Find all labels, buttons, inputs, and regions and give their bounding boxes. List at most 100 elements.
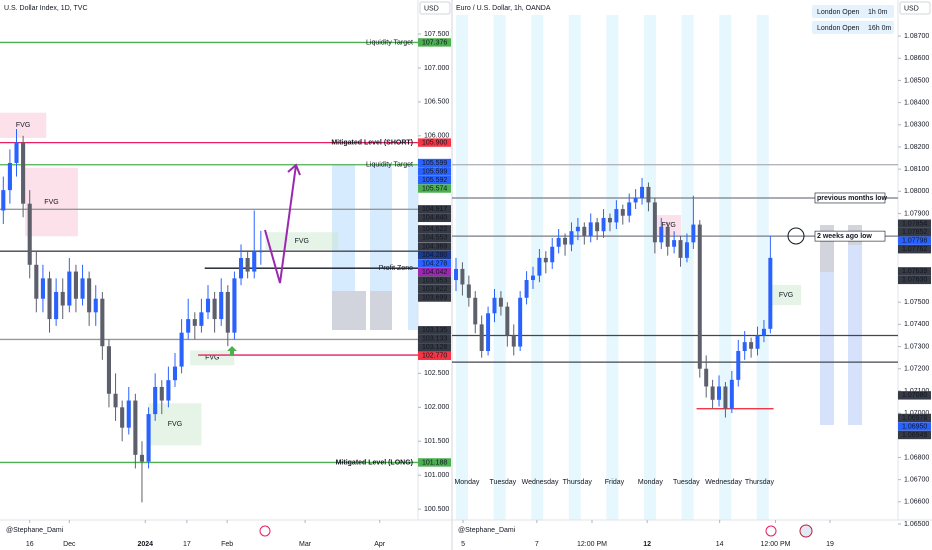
candle-body (755, 335, 760, 349)
candle-body (492, 297, 497, 314)
price-label: 103.135 (422, 327, 447, 334)
price-label: 104.622 (422, 226, 447, 233)
candle-body (454, 268, 458, 281)
candle-body (106, 346, 112, 394)
price-label-box (898, 227, 931, 237)
price-label: 103.953 (422, 277, 447, 284)
y-tick-label: 1.07500 (904, 299, 929, 306)
session-band (681, 15, 694, 520)
candle-body (27, 203, 32, 265)
candle-body (146, 414, 151, 462)
level-text: Liquidity Target (366, 162, 413, 169)
price-label: 105.599 (422, 160, 447, 167)
candle-body (543, 257, 548, 263)
up-arrow (227, 346, 237, 356)
y-tick-label: 1.06800 (904, 454, 929, 461)
session-band (606, 15, 619, 520)
y-tick-label: 106.000 (424, 133, 449, 140)
level-text: 2 weeks ago low (817, 233, 872, 240)
session-band (531, 15, 544, 520)
x-tick-label: Mar (299, 541, 312, 548)
y-tick-label: 1.07400 (904, 321, 929, 328)
y-tick-label: 102.500 (424, 370, 449, 377)
price-label: 105.592 (422, 177, 447, 184)
price-label: 104.278 (422, 260, 447, 267)
fvg-label: FVG (661, 222, 675, 229)
session-band (493, 15, 506, 520)
projection-box (848, 225, 862, 425)
price-label-box (418, 205, 451, 214)
candle-body (179, 332, 184, 367)
candle-body (556, 237, 561, 247)
price-label: 102.770 (422, 353, 447, 360)
projection-box (820, 225, 834, 425)
projection-arrow (264, 164, 297, 284)
candle-body (575, 226, 580, 232)
price-label: 1.07852 (902, 229, 927, 236)
candle-body (479, 324, 484, 352)
session-band (756, 15, 769, 520)
price-label: 104.280 (422, 252, 447, 259)
y-tick-label: 101.000 (424, 472, 449, 479)
price-label-box (418, 242, 451, 251)
x-tick-label: 12:00 PM (577, 541, 607, 548)
price-label-box (898, 219, 931, 228)
background-layer (0, 15, 862, 520)
candle-body (245, 257, 250, 272)
candle-body (595, 222, 600, 232)
price-label-box (898, 267, 931, 276)
candle-body (569, 231, 574, 245)
candle-body (205, 298, 211, 313)
flag-icon (799, 524, 813, 538)
candle-body (511, 335, 516, 347)
fvg-label: FVG (295, 238, 309, 245)
fvg-zone (148, 403, 202, 446)
fvg-zone (0, 112, 47, 138)
candle-body (219, 291, 224, 320)
watermark: @Stephane_Dami (458, 527, 516, 534)
candle-body (159, 386, 164, 401)
candle-body (678, 240, 683, 258)
price-label-box (898, 422, 931, 431)
session-band (568, 15, 581, 520)
candle-body (212, 298, 217, 320)
candle-body (691, 224, 696, 243)
candle-body (232, 278, 237, 333)
y-tick-label: 102.000 (424, 404, 449, 411)
currency-label: USD (904, 5, 919, 12)
day-label: Thursday (745, 479, 775, 486)
y-tick-label: 1.07300 (904, 343, 929, 350)
candle-body (460, 268, 465, 285)
info-box (812, 5, 894, 18)
y-tick-label: 100.500 (424, 506, 449, 513)
fvg-zone (265, 232, 339, 250)
price-label-box (418, 138, 451, 147)
price-label-box (418, 343, 451, 352)
session-band (644, 15, 656, 520)
candle-body (238, 257, 244, 279)
candle-body (93, 298, 98, 313)
fvg-label: FVG (16, 122, 30, 129)
price-label: 104.553 (422, 235, 447, 242)
price-label: 1.07639 (902, 268, 927, 275)
x-tick-label: Feb (221, 541, 233, 548)
y-tick-label: 107.500 (424, 31, 449, 38)
candle-body (614, 209, 619, 223)
projection-box (332, 291, 366, 330)
arrow-head (287, 163, 301, 176)
candle-body (166, 380, 171, 401)
candle-body (54, 291, 59, 320)
level-text-box (814, 192, 886, 204)
currency-label: USD (424, 5, 439, 12)
price-label: 103.699 (422, 294, 447, 301)
price-label: 105.900 (422, 139, 447, 146)
price-label: 107.376 (422, 39, 447, 46)
highlight-circle (787, 227, 805, 245)
price-label-box (418, 225, 451, 234)
fvg-zone (25, 167, 78, 237)
price-label-box (898, 413, 931, 423)
candle-body (550, 246, 555, 263)
candle-body (192, 319, 197, 326)
candle-body (729, 379, 734, 409)
price-label: 1.07854 (902, 221, 927, 228)
